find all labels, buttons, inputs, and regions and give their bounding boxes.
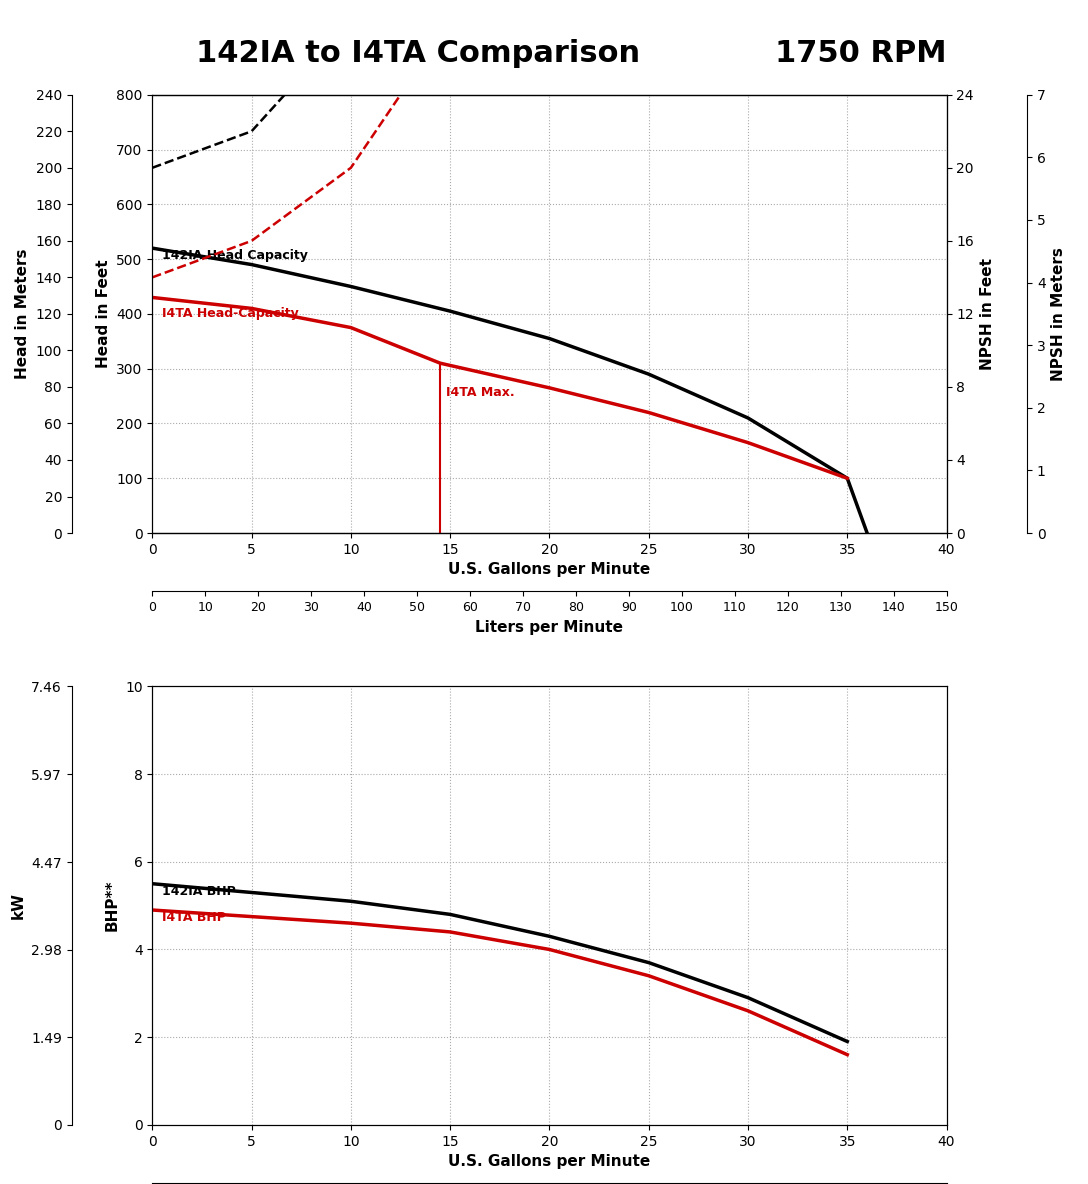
X-axis label: U.S. Gallons per Minute: U.S. Gallons per Minute: [448, 1154, 651, 1169]
X-axis label: Liters per Minute: Liters per Minute: [475, 619, 623, 635]
Y-axis label: Head in Feet: Head in Feet: [96, 259, 111, 368]
Y-axis label: NPSH in Meters: NPSH in Meters: [1051, 247, 1066, 381]
Text: I4TA Head-Capacity: I4TA Head-Capacity: [162, 307, 299, 320]
X-axis label: U.S. Gallons per Minute: U.S. Gallons per Minute: [448, 562, 651, 578]
Y-axis label: kW: kW: [11, 892, 26, 919]
Text: 1750 RPM: 1750 RPM: [775, 39, 947, 67]
Text: 142IA BHP: 142IA BHP: [162, 884, 236, 897]
Y-axis label: Head in Meters: Head in Meters: [15, 249, 30, 379]
Y-axis label: NPSH in Feet: NPSH in Feet: [979, 258, 994, 369]
Text: I4TA Max.: I4TA Max.: [446, 386, 515, 399]
Text: 142IA Head Capacity: 142IA Head Capacity: [162, 249, 308, 262]
Text: 142IA to I4TA Comparison: 142IA to I4TA Comparison: [196, 39, 640, 67]
Text: I4TA BHP: I4TA BHP: [162, 910, 226, 924]
Y-axis label: BHP**: BHP**: [104, 880, 120, 932]
